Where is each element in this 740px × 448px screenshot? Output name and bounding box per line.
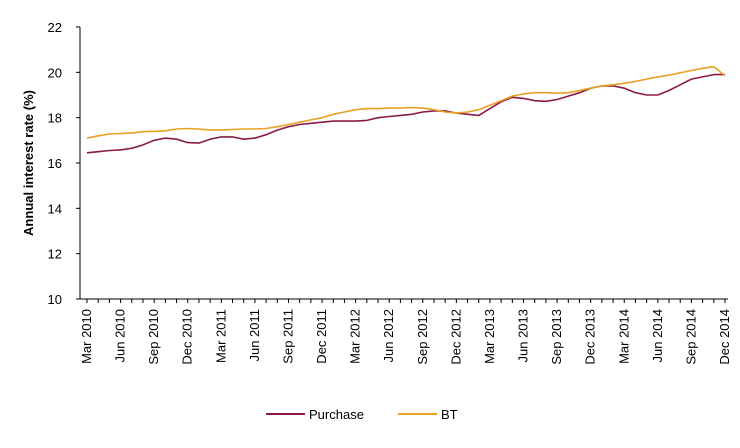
y-tick-label: 10	[48, 292, 62, 307]
series-line-purchase	[86, 73, 725, 154]
series-line-bt	[86, 65, 726, 139]
legend-label-purchase: Purchase	[309, 407, 364, 422]
x-tick-label: Sep 2012	[415, 309, 430, 365]
x-axis-ticks: Mar 2010 Jun 2010 Sep 2010 Dec 2010 Mar 2011…	[79, 299, 732, 365]
y-axis-ticks: 10 12 14 16 18 20 22	[48, 20, 80, 307]
x-tick-label: Mar 2012	[348, 309, 363, 364]
y-tick-label: 20	[48, 65, 62, 80]
axes	[79, 27, 728, 300]
x-tick-label: Dec 2013	[583, 309, 598, 365]
x-tick-label: Jun 2013	[516, 309, 531, 363]
y-tick-label: 12	[48, 247, 62, 262]
x-tick-label: Dec 2011	[314, 309, 329, 364]
x-tick-label: Dec 2012	[448, 309, 463, 365]
x-tick-label: Jun 2011	[247, 309, 262, 362]
x-tick-label: Jun 2012	[381, 309, 396, 363]
x-tick-label: Sep 2010	[146, 309, 161, 365]
legend-label-bt: BT	[441, 407, 458, 422]
x-tick-label: Jun 2010	[113, 309, 128, 363]
y-tick-label: 22	[48, 20, 62, 35]
series-lines	[86, 65, 726, 154]
x-tick-label: Jun 2014	[650, 309, 665, 363]
x-tick-label: Dec 2010	[180, 309, 195, 365]
x-tick-label: Mar 2014	[616, 309, 631, 364]
legend: Purchase BT	[266, 407, 458, 422]
y-tick-label: 18	[48, 111, 62, 126]
y-tick-label: 14	[48, 201, 62, 216]
x-tick-label: Sep 2011	[280, 309, 295, 364]
x-tick-label: Sep 2014	[683, 309, 698, 365]
x-tick-label: Sep 2013	[549, 309, 564, 365]
x-tick-label: Mar 2010	[79, 309, 94, 364]
y-tick-label: 16	[48, 156, 62, 171]
x-tick-label: Mar 2011	[213, 309, 228, 363]
y-axis-title: Annual interest rate (%)	[21, 90, 36, 236]
x-tick-label: Dec 2014	[717, 309, 732, 365]
x-tick-label: Mar 2013	[482, 309, 497, 364]
